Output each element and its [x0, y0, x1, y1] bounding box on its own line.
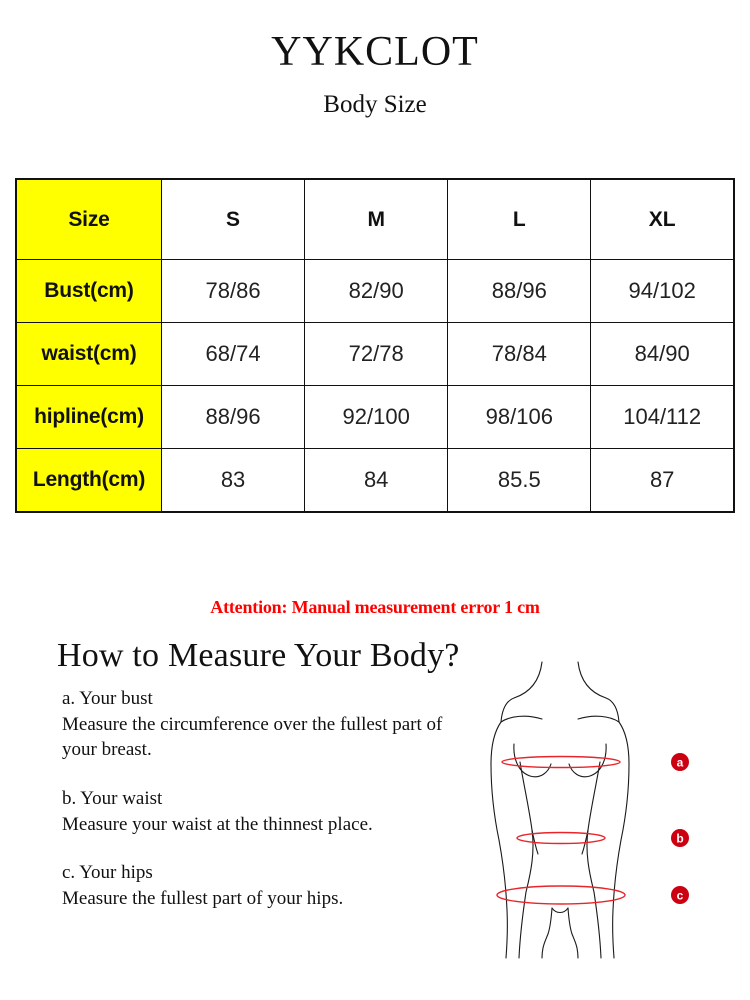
- instruction-hips-body: Measure the fullest part of your hips.: [62, 887, 344, 909]
- column-header-xl: XL: [590, 178, 735, 260]
- table-row: Bust(cm) 78/86 82/90 88/96 94/102: [15, 259, 735, 323]
- row-label-waist: waist(cm): [15, 322, 162, 386]
- cell-waist-xl: 84/90: [590, 322, 735, 386]
- badge-b-label: b: [676, 832, 683, 846]
- female-torso-outline: [490, 661, 630, 959]
- measurement-instructions: a. Your bust Measure the circumference o…: [62, 686, 482, 911]
- badge-c-label: c: [677, 889, 684, 903]
- table-corner-cell: Size: [15, 178, 162, 260]
- cell-bust-m: 82/90: [304, 259, 449, 323]
- cell-length-l: 85.5: [447, 448, 592, 513]
- instruction-bust: a. Your bust Measure the circumference o…: [62, 686, 482, 763]
- column-header-m: M: [304, 178, 449, 260]
- cell-waist-m: 72/78: [304, 322, 449, 386]
- hips-measure-ellipse: [496, 885, 626, 905]
- row-label-bust: Bust(cm): [15, 259, 162, 323]
- instruction-hips: c. Your hips Measure the fullest part of…: [62, 860, 482, 911]
- cell-bust-s: 78/86: [160, 259, 306, 323]
- table-row: hipline(cm) 88/96 92/100 98/106 104/112: [15, 385, 735, 449]
- cell-hipline-l: 98/106: [447, 385, 592, 449]
- badge-b: b: [671, 829, 689, 847]
- row-label-length: Length(cm): [15, 448, 162, 513]
- badge-a-label: a: [677, 756, 684, 770]
- attention-notice: Attention: Manual measurement error 1 cm: [210, 597, 540, 617]
- howto-heading: How to Measure Your Body?: [57, 637, 460, 674]
- cell-waist-l: 78/84: [447, 322, 592, 386]
- column-header-l: L: [447, 178, 592, 260]
- bust-measure-ellipse: [501, 755, 621, 769]
- cell-hipline-s: 88/96: [160, 385, 306, 449]
- page-subtitle: Body Size: [323, 91, 427, 119]
- instruction-waist-body: Measure your waist at the thinnest place…: [62, 813, 373, 835]
- cell-waist-s: 68/74: [160, 322, 306, 386]
- measurement-badges: a b c: [671, 753, 689, 904]
- cell-hipline-m: 92/100: [304, 385, 449, 449]
- table-row: waist(cm) 68/74 72/78 78/84 84/90: [15, 322, 735, 386]
- instruction-bust-title: a. Your bust: [62, 688, 153, 709]
- badge-a: a: [671, 753, 689, 771]
- cell-length-xl: 87: [590, 448, 735, 513]
- badge-c: c: [671, 886, 689, 904]
- size-chart-table: Size S M L XL Bust(cm) 78/86 82/90 88/96…: [15, 178, 735, 513]
- size-table-container: Size S M L XL Bust(cm) 78/86 82/90 88/96…: [15, 178, 735, 513]
- cell-length-s: 83: [160, 448, 306, 513]
- column-header-s: S: [160, 178, 306, 260]
- body-measurement-diagram: a b c: [480, 640, 740, 970]
- instruction-waist-title: b. Your waist: [62, 787, 163, 809]
- row-label-hipline: hipline(cm): [15, 385, 162, 449]
- waist-measure-ellipse: [516, 831, 606, 845]
- instruction-hips-title: c. Your hips: [62, 862, 153, 884]
- instruction-bust-body: Measure the circumference over the fulle…: [62, 713, 443, 761]
- instruction-waist: b. Your waist Measure your waist at the …: [62, 786, 482, 837]
- table-row: Length(cm) 83 84 85.5 87: [15, 448, 735, 513]
- cell-bust-l: 88/96: [447, 259, 592, 323]
- cell-bust-xl: 94/102: [590, 259, 735, 323]
- cell-length-m: 84: [304, 448, 449, 513]
- measurement-lines: [496, 755, 626, 905]
- table-header-row: Size S M L XL: [15, 178, 735, 260]
- cell-hipline-xl: 104/112: [590, 385, 735, 449]
- brand-title: YYKCLOT: [271, 29, 479, 75]
